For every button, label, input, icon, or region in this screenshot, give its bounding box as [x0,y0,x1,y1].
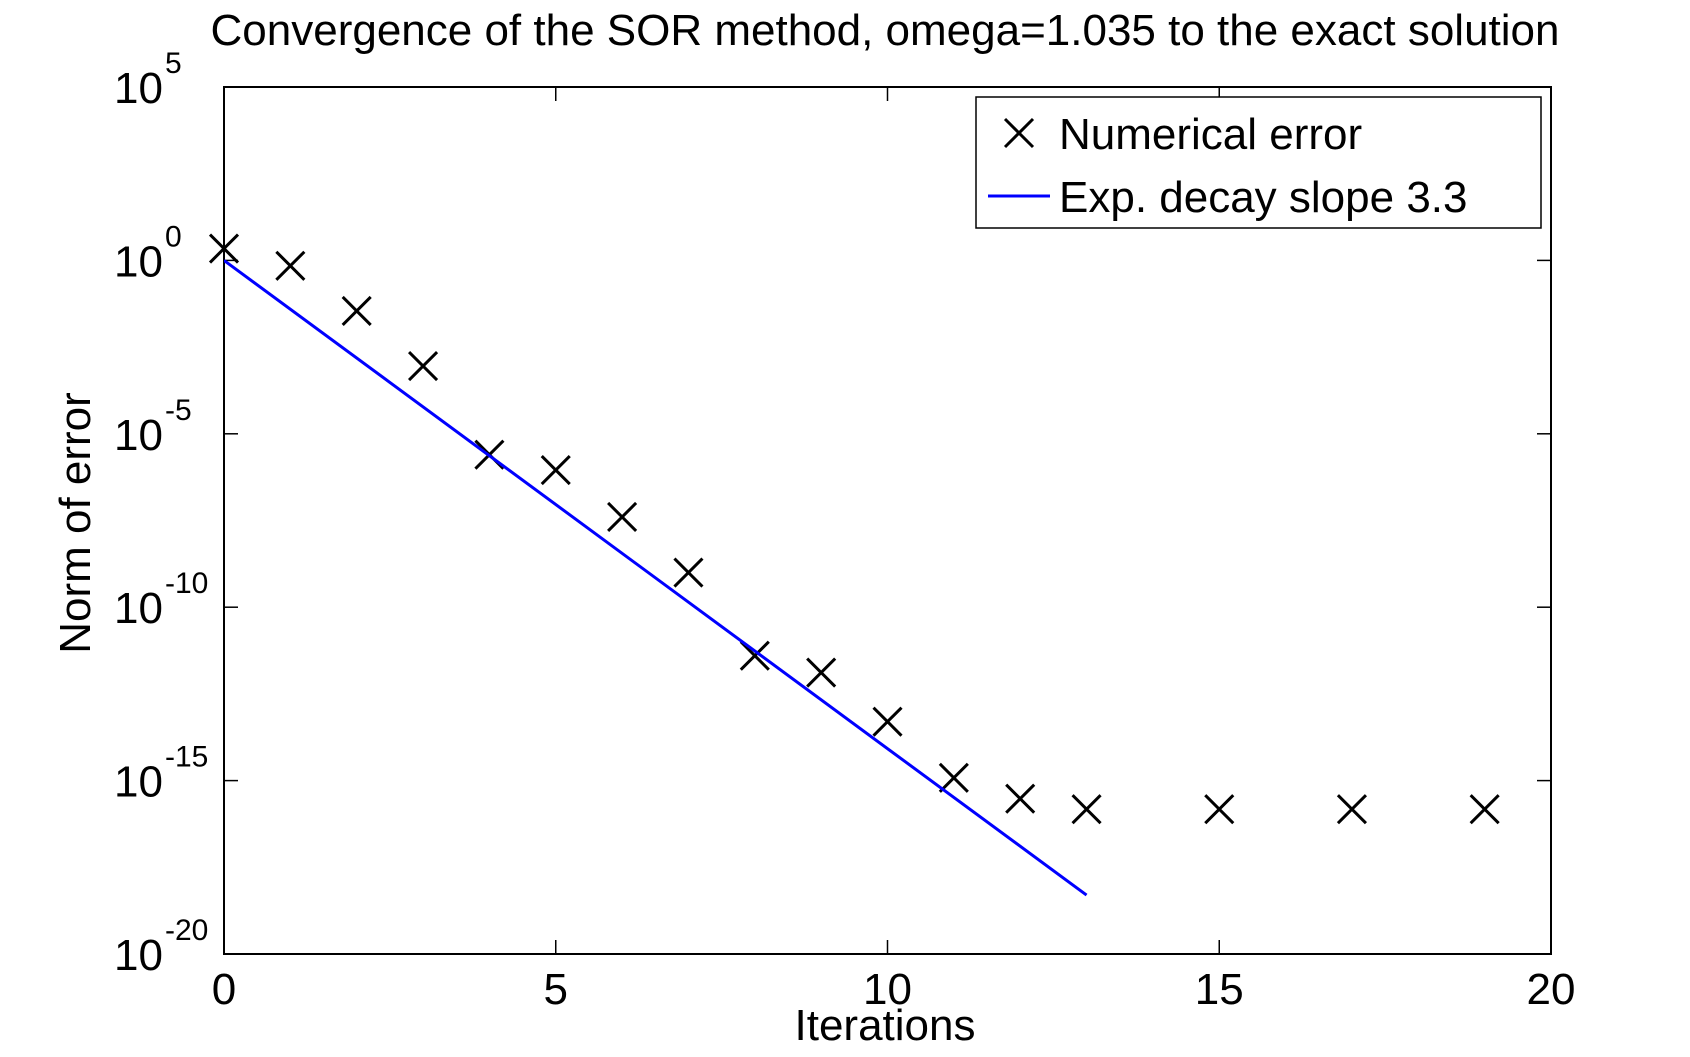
y-axis-label: Norm of error [51,392,100,654]
data-point-x-marker [806,657,837,688]
data-point-x-marker [1204,794,1235,825]
y-tick-label-exponent: -10 [165,567,208,600]
data-point-x-marker [407,350,439,382]
legend: Numerical error Exp. decay slope 3.3 [975,96,1542,229]
x-marker-stroke [540,455,571,486]
data-point-x-marker [540,455,571,486]
x-marker-stroke [1003,117,1035,149]
x-marker-stroke [739,640,770,671]
x-tick-label: 20 [1527,965,1576,1014]
y-tick-label: 10-15 [114,741,208,807]
decay-line [224,259,1088,897]
y-tick-label-exponent: -20 [165,914,208,947]
y-tick-label-base: 10 [114,64,163,113]
x-marker-stroke [1204,794,1235,825]
data-point-x-marker [938,762,969,793]
y-tick-label: 100 [114,220,182,286]
y-tick-label-base: 10 [114,584,163,633]
data-point-x-marker [208,233,240,264]
x-marker-stroke [938,762,969,793]
series-decay-line [224,259,1088,897]
y-tick-label-exponent: 5 [165,47,182,80]
legend-x-marker-sample [1003,117,1035,149]
data-point-x-marker [872,706,903,737]
x-marker-stroke [607,501,638,533]
data-point-x-marker [739,640,770,671]
y-tick-label-exponent: 0 [165,220,182,253]
data-point-x-marker [1005,783,1036,814]
x-marker-stroke [1469,794,1500,825]
x-marker-stroke [341,295,372,326]
x-marker-stroke [1336,794,1368,825]
x-marker-stroke [208,233,240,264]
x-tick-label: 5 [544,965,568,1014]
x-tick-label: 10 [863,965,912,1014]
x-marker-stroke [407,350,439,382]
x-tick-label: 15 [1195,965,1244,1014]
data-point-x-marker [275,250,306,281]
y-tick-label: 10-10 [114,567,208,633]
x-marker-stroke [1071,794,1102,825]
x-marker-stroke [872,706,903,737]
y-tick-label: 105 [114,47,182,113]
y-tick-label: 10-5 [114,394,192,460]
x-marker-stroke [275,250,306,281]
data-point-x-marker [1469,794,1500,825]
y-tick-label-base: 10 [114,237,163,286]
data-point-x-marker [607,501,638,533]
y-tick-label-base: 10 [114,758,163,807]
data-point-x-marker [1336,794,1368,825]
x-axis-label: Iterations [795,1001,976,1050]
legend-entry-label: Exp. decay slope 3.3 [1059,173,1467,222]
data-point-x-marker [1071,794,1102,825]
x-axis-ticks: 0 5 10 15 20 [212,87,1576,1014]
y-tick-label-base: 10 [114,931,163,980]
x-marker-stroke [673,557,704,588]
x-tick-label: 0 [212,965,236,1014]
y-tick-label-exponent: -5 [165,394,192,427]
data-point-x-marker [341,295,372,326]
chart-title: Convergence of the SOR method, omega=1.0… [211,6,1560,55]
y-tick-label: 10-20 [114,914,208,980]
series-numerical-error [208,233,1500,825]
x-marker-stroke [1005,783,1036,814]
series-layer [208,233,1500,897]
legend-box [975,96,1542,229]
y-tick-label-exponent: -15 [165,741,208,774]
x-marker-stroke [806,657,837,688]
data-point-x-marker [673,557,704,588]
legend-entry-label: Numerical error [1059,110,1362,159]
y-tick-label-base: 10 [114,411,163,460]
